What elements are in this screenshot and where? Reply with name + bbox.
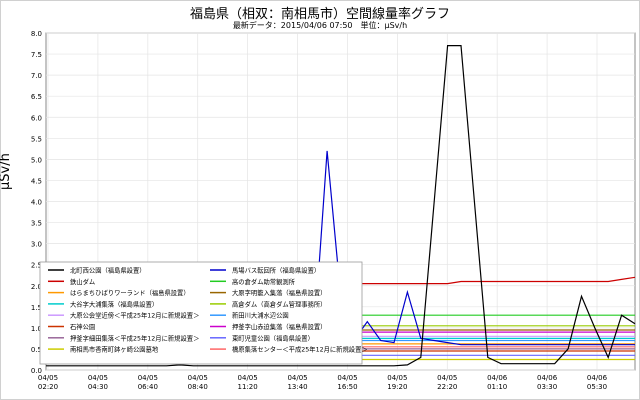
y-tick-label: 5.0 [31, 156, 42, 164]
chart-title: 福島県（相双：南相馬市）空間線量率グラフ [189, 7, 450, 22]
y-tick-label: 4.0 [31, 199, 42, 207]
legend-label: 東町児童公園（福島県設置） [232, 333, 314, 342]
legend-label: 橋原集落センター＜平成25年12月に新規設置＞ [232, 345, 368, 354]
y-tick-label: 6.0 [31, 114, 42, 122]
x-tick-time: 16:50 [337, 383, 357, 391]
legend-label: 馬場バス転回所（福島県設置） [232, 266, 320, 275]
y-tick-label: 1.0 [31, 325, 42, 333]
y-tick-label: 8.0 [31, 30, 42, 38]
x-tick-date: 04/05 [437, 374, 457, 382]
x-tick-date: 04/05 [337, 374, 357, 382]
x-tick-time: 03:30 [537, 383, 557, 391]
x-tick-time: 08:40 [188, 383, 208, 391]
legend-label: 石神公園 [70, 322, 95, 331]
x-tick-date: 04/05 [387, 374, 407, 382]
x-tick-time: 05:30 [587, 383, 607, 391]
y-tick-label: 0.5 [31, 346, 42, 354]
y-tick-label: 4.5 [31, 177, 42, 185]
y-tick-label: 2.0 [31, 283, 42, 291]
x-tick-date: 04/05 [238, 374, 258, 382]
legend-label: 高倉ダム（高倉ダム管理事務所） [232, 299, 326, 308]
series-line [46, 44, 636, 367]
x-tick-time: 06:40 [138, 383, 158, 391]
x-tick-date: 04/05 [138, 374, 158, 382]
x-tick-date: 04/06 [487, 374, 508, 382]
x-tick-time: 11:20 [238, 383, 258, 391]
x-tick-time: 02:20 [38, 383, 58, 391]
x-tick-time: 01:10 [487, 383, 507, 391]
legend-label: 大原字明籠入集落（福島県設置） [232, 288, 326, 297]
y-tick-label: 3.5 [31, 220, 42, 228]
legend-label: 大谷字大浦集落（福島県設置） [70, 299, 158, 308]
x-tick-time: 22:20 [437, 383, 457, 391]
y-tick-label: 3.0 [31, 241, 42, 249]
legend-label: 鉄山ダム [70, 277, 95, 286]
x-tick-date: 04/05 [38, 374, 58, 382]
x-axis-ticks: 04/0502:2004/0504:3004/0506:4004/0508:40… [38, 374, 608, 391]
x-tick-date: 04/06 [587, 374, 608, 382]
x-tick-time: 19:20 [387, 383, 407, 391]
legend-label: 南相馬市香南町鉢ヶ崎公園墓地 [70, 345, 159, 354]
y-tick-label: 6.5 [31, 93, 42, 101]
legend: 北町西公園（福島県設置） 馬場バス転回所（福島県設置） 鉄山ダム 高の倉ダム助常観測所… [39, 261, 368, 365]
y-tick-label: 7.5 [31, 51, 42, 59]
legend-label: 北町西公園（福島県設置） [70, 266, 146, 275]
x-tick-date: 04/06 [537, 374, 558, 382]
legend-label: 新田川大浦水辺公園 [232, 311, 289, 320]
legend-label: はらまちひばりワーランド（福島県設置） [70, 288, 190, 297]
x-tick-date: 04/05 [287, 374, 307, 382]
x-tick-date: 04/05 [188, 374, 208, 382]
y-tick-label: 7.0 [31, 72, 42, 80]
legend-label: 押釜字山赤迫集落（福島県設置） [232, 322, 326, 331]
y-tick-label: 1.5 [31, 304, 42, 312]
chart-subtitle: 最新データ：2015/04/06 07:50 単位：μSv/h [232, 21, 408, 30]
y-tick-label: 2.5 [31, 262, 42, 270]
y-axis-ticks: 0.0 0.5 1.0 1.5 2.0 2.5 3.0 3.5 4.0 4.5 5.0 5.5 6.0 6… [31, 30, 42, 375]
y-tick-label: 0.0 [31, 367, 42, 375]
legend-label: 大原公会堂近傍＜平成25年12月に新規設置＞ [70, 311, 199, 320]
legend-label: 押釜字細田集落＜平成25年12月に新規設置＞ [70, 333, 199, 342]
x-tick-time: 13:40 [287, 383, 307, 391]
legend-box [39, 261, 363, 365]
legend-label: 高の倉ダム助常観測所 [232, 277, 296, 286]
y-tick-label: 5.5 [31, 135, 42, 143]
x-tick-date: 04/05 [88, 374, 108, 382]
x-tick-time: 04:30 [88, 383, 108, 391]
